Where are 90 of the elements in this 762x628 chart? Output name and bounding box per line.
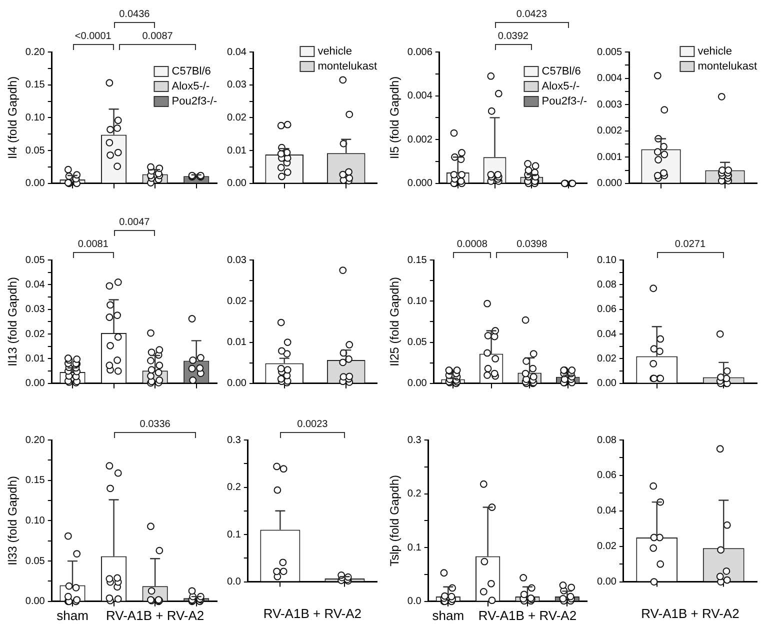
legend-label: C57Bl/6 — [172, 66, 211, 78]
y-tick-label: 0.1 — [407, 542, 422, 554]
y-tick-label: 0.08 — [596, 434, 617, 446]
y-tick-label: 0.03 — [226, 254, 247, 266]
y-tick-label: 0.10 — [596, 254, 617, 266]
y-tick-label: 0.004 — [596, 73, 622, 84]
y-tick-label: 0.20 — [25, 46, 46, 58]
y-tick-label: 0.00 — [25, 596, 46, 608]
legend-label: vehicle — [318, 46, 352, 58]
text: 0.0336 — [140, 419, 170, 430]
y-tick-label: 0.000 — [407, 178, 433, 190]
y-tick-label: 0.03 — [25, 304, 46, 316]
legend-label: Pou2f3-/- — [172, 96, 218, 108]
legend-label: montelukast — [318, 60, 378, 73]
y-tick-label: 0.02 — [596, 353, 617, 364]
y-axis-title: Tslp (fold Gapdh) — [388, 475, 402, 566]
legend-label: vehicle — [698, 46, 732, 58]
text: 0.0436 — [119, 9, 150, 20]
y-tick-label: 0.0 — [407, 596, 422, 608]
y-tick-label: 0.02 — [226, 112, 247, 124]
y-tick-label: 0.01 — [226, 337, 247, 348]
y-tick-label: 0.15 — [407, 254, 428, 266]
y-tick-label: 0.02 — [226, 296, 247, 307]
y-axis-title: Il4 (fold Gapdh) — [6, 76, 20, 160]
y-tick-label: 0.05 — [25, 254, 46, 266]
y-tick-label: 0.2 — [407, 488, 422, 500]
y-tick-label: 0.001 — [596, 152, 622, 163]
y-tick-label: 0.00 — [25, 378, 46, 390]
y-tick-label: 0.04 — [596, 328, 617, 340]
x-tick-label: RV-A1B + RV-A2 — [106, 608, 204, 623]
text: 0.0081 — [78, 239, 108, 250]
y-tick-label: 0.04 — [596, 506, 617, 517]
y-tick-label: 0.05 — [25, 145, 46, 156]
y-tick-label: 0.006 — [407, 46, 433, 58]
x-tick-label: RV-A1B + RV-A2 — [478, 608, 577, 623]
text: 0.0087 — [142, 31, 173, 42]
y-tick-label: 0.005 — [596, 46, 622, 58]
y-axis-title: Il13 (fold Gapdh) — [6, 277, 20, 366]
y-tick-label: 0.06 — [596, 470, 617, 482]
y-tick-label: 0.20 — [25, 434, 46, 446]
y-axis-title: Il5 (fold Gapdh) — [388, 76, 402, 160]
y-tick-label: 0.000 — [596, 178, 622, 190]
text: 0.0423 — [516, 9, 547, 20]
y-axis-title: Il25 (fold Gapdh) — [388, 277, 402, 366]
y-tick-label: 0.04 — [226, 46, 247, 58]
y-tick-label: 0.10 — [25, 515, 46, 526]
y-tick-label: 0.00 — [226, 378, 247, 390]
y-tick-label: 0.00 — [25, 178, 46, 190]
y-tick-label: 0.06 — [596, 304, 617, 316]
y-axis-title: Il33 (fold Gapdh) — [6, 476, 20, 566]
text: 0.0392 — [498, 31, 528, 42]
text: 0.0008 — [456, 239, 488, 250]
y-tick-label: 0.003 — [596, 99, 622, 110]
y-tick-label: 0.01 — [25, 353, 46, 364]
y-tick-label: 0.2 — [226, 482, 242, 494]
legend-label: C57Bl/6 — [542, 66, 581, 78]
text: 0.0271 — [674, 239, 706, 250]
y-tick-label: 0.004 — [407, 90, 433, 102]
legend-label: Pou2f3-/- — [542, 96, 588, 108]
y-tick-label: 0.00 — [407, 378, 428, 390]
y-tick-label: 0.15 — [25, 80, 46, 91]
text: 0.0047 — [119, 217, 150, 228]
y-tick-label: 0.08 — [596, 279, 617, 290]
y-tick-label: 0.10 — [407, 296, 428, 307]
y-tick-label: 0.05 — [407, 337, 428, 348]
y-tick-label: 0.00 — [596, 576, 617, 588]
y-tick-label: 0.01 — [226, 145, 247, 156]
y-tick-label: 0.15 — [25, 475, 46, 486]
legend-label: Alox5-/- — [172, 80, 210, 93]
legend-label: montelukast — [698, 60, 758, 73]
y-tick-label: 0.0 — [226, 576, 242, 588]
text: 0.0398 — [516, 239, 548, 250]
x-tick-label: sham — [56, 608, 88, 623]
y-tick-label: 0.00 — [226, 178, 247, 190]
y-tick-label: 0.02 — [596, 541, 617, 552]
text: <0.0001 — [74, 31, 112, 42]
y-tick-label: 0.05 — [25, 556, 46, 567]
y-tick-label: 0.3 — [407, 434, 422, 446]
y-tick-label: 0.3 — [226, 434, 242, 446]
y-tick-label: 0.04 — [25, 279, 46, 290]
y-tick-label: 0.10 — [25, 112, 46, 124]
y-tick-label: 0.1 — [226, 529, 242, 540]
legend-label: Alox5-/- — [542, 80, 580, 93]
y-tick-label: 0.03 — [226, 80, 247, 91]
y-tick-label: 0.00 — [596, 378, 617, 390]
y-tick-label: 0.002 — [407, 134, 433, 146]
y-tick-label: 0.02 — [25, 328, 46, 340]
x-tick-label: sham — [432, 608, 464, 623]
text: 0.0023 — [297, 419, 328, 430]
y-tick-label: 0.002 — [596, 126, 622, 137]
